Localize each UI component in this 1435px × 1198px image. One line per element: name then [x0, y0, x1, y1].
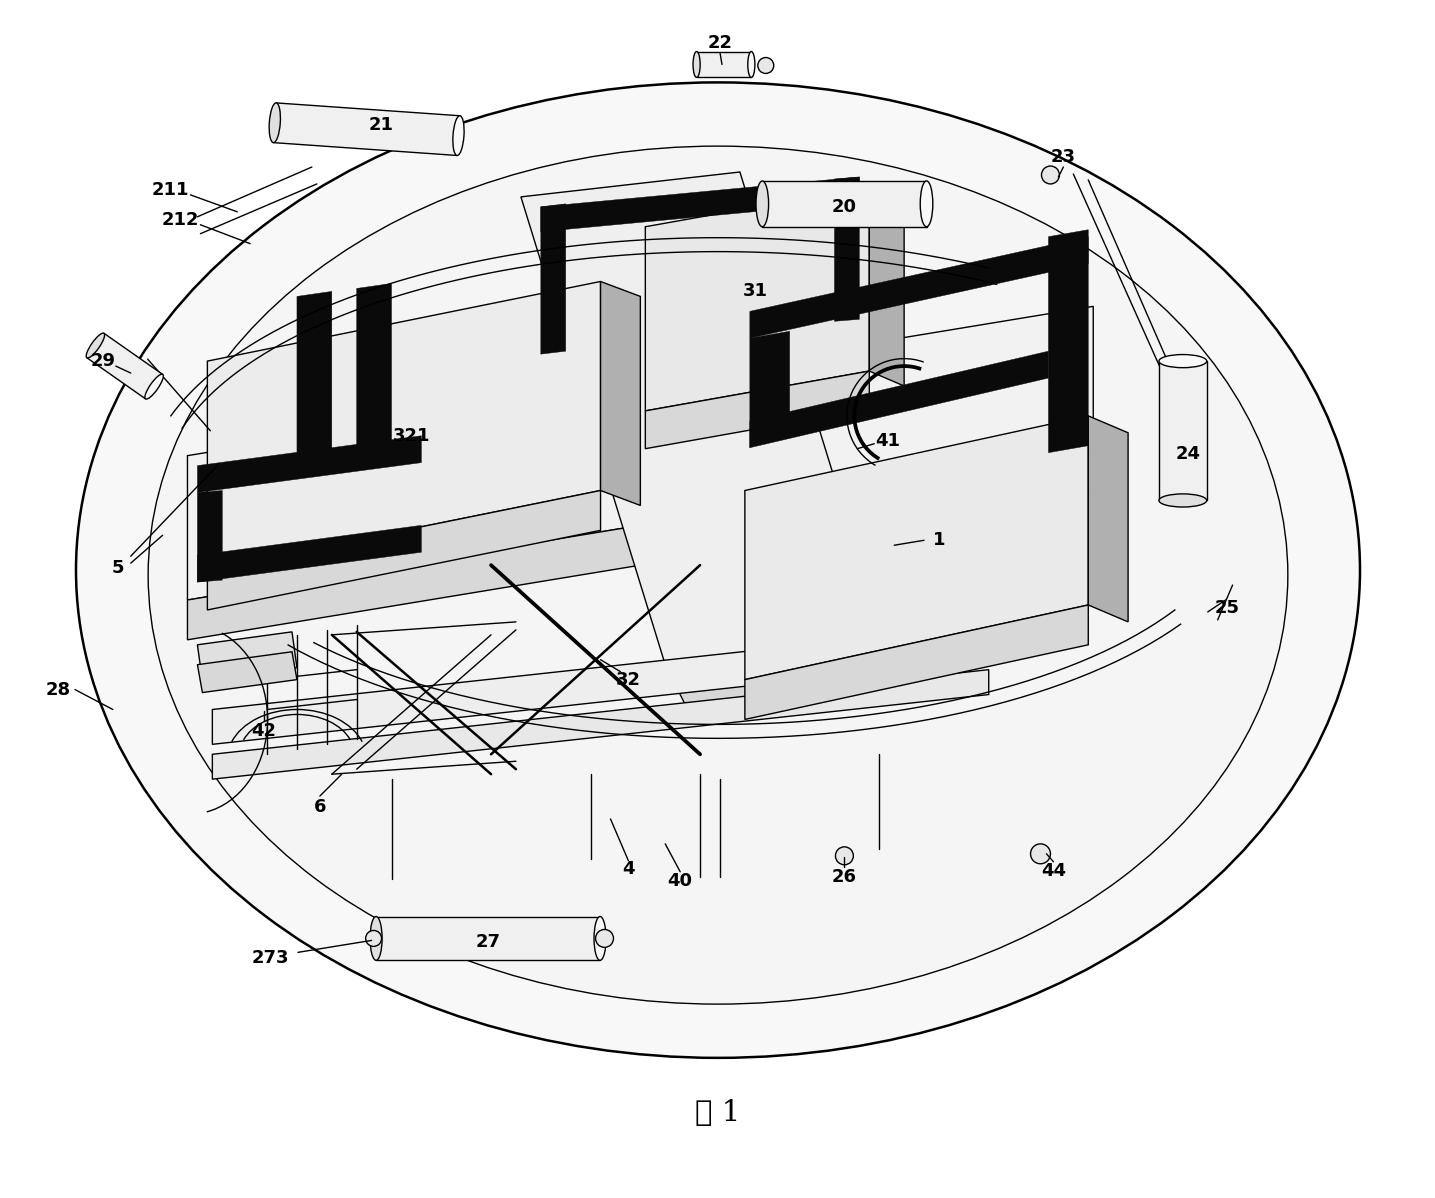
Text: 20: 20 [832, 198, 857, 216]
Ellipse shape [1030, 843, 1050, 864]
Ellipse shape [370, 916, 382, 961]
Text: 22: 22 [707, 34, 732, 52]
Polygon shape [696, 52, 752, 78]
Ellipse shape [693, 52, 700, 78]
Ellipse shape [366, 931, 382, 946]
Text: 44: 44 [1040, 861, 1066, 879]
Text: 4: 4 [623, 860, 634, 878]
Polygon shape [745, 605, 1088, 720]
Text: 6: 6 [314, 798, 326, 816]
Ellipse shape [1159, 355, 1207, 368]
Polygon shape [835, 177, 860, 321]
Ellipse shape [145, 374, 164, 399]
Ellipse shape [758, 58, 773, 73]
Ellipse shape [748, 52, 755, 78]
Text: 32: 32 [616, 671, 641, 689]
Ellipse shape [596, 930, 614, 948]
Polygon shape [870, 187, 904, 386]
Polygon shape [198, 436, 422, 492]
Text: 212: 212 [162, 211, 199, 229]
Text: 5: 5 [112, 559, 123, 577]
Polygon shape [666, 640, 904, 704]
Text: 40: 40 [667, 872, 693, 890]
Ellipse shape [453, 116, 464, 156]
Polygon shape [1159, 361, 1207, 501]
Text: 321: 321 [393, 426, 430, 444]
Polygon shape [212, 625, 989, 744]
Ellipse shape [756, 181, 769, 226]
Polygon shape [357, 284, 392, 467]
Polygon shape [88, 333, 162, 399]
Text: 23: 23 [1050, 149, 1076, 167]
Polygon shape [188, 450, 1093, 640]
Text: 211: 211 [152, 181, 189, 199]
Polygon shape [646, 187, 870, 411]
Ellipse shape [148, 146, 1287, 1004]
Text: 273: 273 [251, 949, 288, 967]
Ellipse shape [835, 847, 854, 865]
Text: 42: 42 [251, 722, 277, 740]
Polygon shape [188, 307, 1093, 600]
Polygon shape [762, 181, 927, 226]
Polygon shape [297, 291, 331, 476]
Ellipse shape [1042, 167, 1059, 184]
Polygon shape [198, 526, 422, 582]
Polygon shape [751, 351, 1049, 448]
Text: 27: 27 [475, 933, 501, 951]
Text: 29: 29 [90, 352, 115, 370]
Ellipse shape [1159, 494, 1207, 507]
Polygon shape [212, 670, 989, 779]
Polygon shape [646, 371, 870, 449]
Polygon shape [521, 173, 884, 665]
Polygon shape [198, 652, 297, 692]
Polygon shape [198, 490, 222, 582]
Polygon shape [274, 103, 459, 156]
Polygon shape [376, 916, 600, 961]
Ellipse shape [920, 181, 933, 226]
Polygon shape [541, 177, 860, 231]
Text: 26: 26 [832, 867, 857, 885]
Polygon shape [208, 490, 600, 610]
Polygon shape [208, 282, 600, 570]
Ellipse shape [594, 916, 606, 961]
Text: 图 1: 图 1 [696, 1099, 740, 1126]
Polygon shape [751, 332, 789, 448]
Text: 1: 1 [933, 531, 946, 549]
Text: 28: 28 [46, 680, 70, 698]
Polygon shape [1049, 230, 1088, 453]
Polygon shape [1088, 416, 1128, 622]
Polygon shape [541, 204, 565, 355]
Polygon shape [600, 282, 640, 506]
Text: 21: 21 [369, 116, 395, 134]
Ellipse shape [76, 83, 1360, 1058]
Polygon shape [745, 416, 1088, 679]
Text: 41: 41 [875, 431, 900, 449]
Ellipse shape [270, 103, 280, 143]
Polygon shape [198, 631, 297, 680]
Polygon shape [751, 237, 1088, 338]
Text: 25: 25 [1215, 599, 1240, 617]
Text: 31: 31 [742, 283, 768, 301]
Ellipse shape [86, 333, 105, 358]
Text: 24: 24 [1175, 444, 1200, 462]
